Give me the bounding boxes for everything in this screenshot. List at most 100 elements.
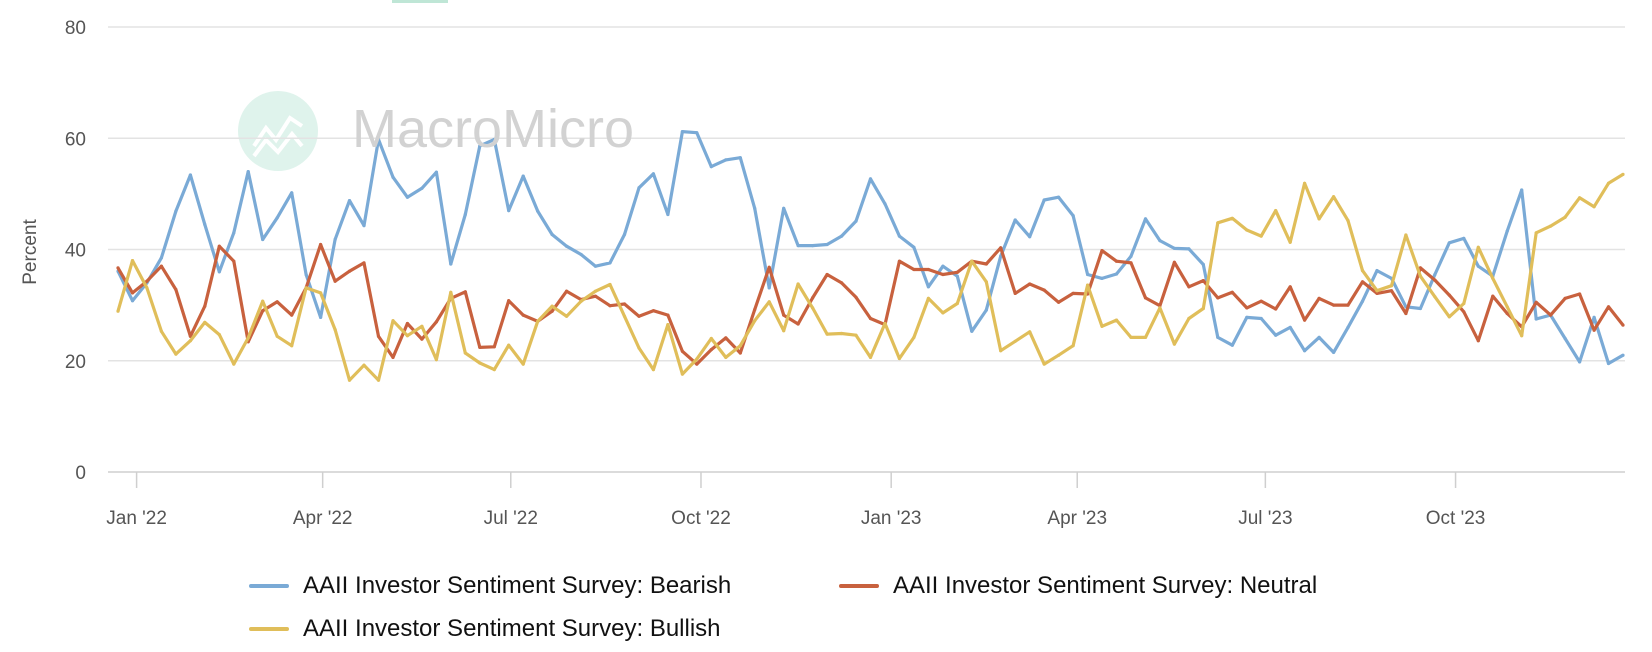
data-point[interactable] [1187,285,1191,289]
data-point[interactable] [680,372,685,376]
data-point[interactable] [550,232,554,237]
data-point[interactable] [1187,247,1191,251]
data-point[interactable] [1520,188,1524,192]
data-point[interactable] [507,299,511,303]
data-point[interactable] [203,304,207,308]
data-point[interactable] [897,259,902,263]
data-point[interactable] [347,378,352,382]
data-point[interactable] [999,246,1003,250]
data-point[interactable] [246,170,250,174]
data-point[interactable] [1317,335,1321,339]
data-point[interactable] [319,315,323,319]
data-point[interactable] [1274,307,1278,311]
data-point[interactable] [666,313,670,317]
data-point[interactable] [1086,283,1090,287]
data-point[interactable] [1042,198,1046,202]
data-point[interactable] [1375,291,1379,295]
data-point[interactable] [275,300,279,304]
data-point[interactable] [290,191,294,195]
data-point[interactable] [1592,328,1596,332]
data-point[interactable] [1462,301,1466,306]
data-point[interactable] [955,301,959,306]
data-point[interactable] [767,300,771,304]
data-point[interactable] [319,291,323,295]
data-point[interactable] [1447,293,1451,297]
data-point[interactable] [174,288,178,292]
data-point[interactable] [1158,239,1162,243]
data-point[interactable] [492,368,496,372]
data-point[interactable] [593,289,598,293]
data-point[interactable] [1028,282,1032,286]
data-point[interactable] [724,336,728,340]
data-point[interactable] [261,237,265,242]
data-point[interactable] [1606,305,1611,309]
data-point[interactable] [188,339,192,343]
data-point[interactable] [1201,262,1205,267]
data-point[interactable] [1346,325,1350,329]
data-point[interactable] [232,362,236,366]
data-point[interactable] [521,313,525,317]
data-point[interactable] [637,186,641,190]
data-point[interactable] [536,209,540,213]
data-point[interactable] [782,313,786,317]
data-point[interactable] [897,356,902,361]
data-point[interactable] [738,351,742,355]
data-point[interactable] [1578,196,1582,200]
data-point[interactable] [565,314,569,318]
data-point[interactable] [1418,306,1422,311]
data-point[interactable] [217,244,221,248]
data-point[interactable] [709,348,713,352]
data-point[interactable] [680,130,685,134]
data-point[interactable] [159,256,163,260]
data-point[interactable] [854,333,858,337]
data-point[interactable] [912,245,916,249]
data-point[interactable] [159,329,163,333]
data-point[interactable] [376,334,381,338]
data-point[interactable] [1216,335,1220,339]
data-point[interactable] [434,320,438,324]
data-point[interactable] [1303,181,1307,185]
data-point[interactable] [1332,350,1336,354]
data-point[interactable] [1563,296,1567,300]
data-point[interactable] [130,259,135,263]
data-point[interactable] [376,378,381,382]
data-point[interactable] [825,242,829,247]
data-point[interactable] [1216,221,1220,225]
data-point[interactable] [1462,310,1466,314]
legend-item-bearish[interactable]: AAII Investor Sentiment Survey: Bearish [249,572,731,600]
data-point[interactable] [565,244,569,248]
data-point[interactable] [984,262,988,266]
data-point[interactable] [970,329,974,333]
data-point[interactable] [825,332,829,336]
data-point[interactable] [868,177,873,181]
data-point[interactable] [637,346,641,350]
data-point[interactable] [622,314,627,318]
data-point[interactable] [926,296,931,300]
data-point[interactable] [811,244,815,248]
data-point[interactable] [1259,316,1263,321]
data-point[interactable] [507,343,511,347]
data-point[interactable] [1057,300,1061,304]
data-point[interactable] [1057,195,1061,199]
data-point[interactable] [362,363,366,367]
data-point[interactable] [984,280,988,284]
data-point[interactable] [1172,342,1176,346]
data-point[interactable] [1534,231,1538,235]
data-point[interactable] [970,259,974,263]
data-point[interactable] [1288,285,1292,289]
legend-item-neutral[interactable]: AAII Investor Sentiment Survey: Neutral [839,572,1317,600]
data-point[interactable] [897,234,902,238]
data-point[interactable] [391,355,395,359]
data-point[interactable] [593,264,598,268]
data-point[interactable] [261,299,265,303]
data-point[interactable] [1563,215,1567,219]
data-point[interactable] [463,290,467,294]
data-point[interactable] [232,231,236,235]
data-point[interactable] [1172,260,1176,264]
data-point[interactable] [1606,181,1611,185]
data-point[interactable] [1606,361,1611,366]
data-point[interactable] [579,299,583,303]
data-point[interactable] [955,270,959,274]
data-point[interactable] [492,345,496,349]
data-point[interactable] [724,355,728,359]
